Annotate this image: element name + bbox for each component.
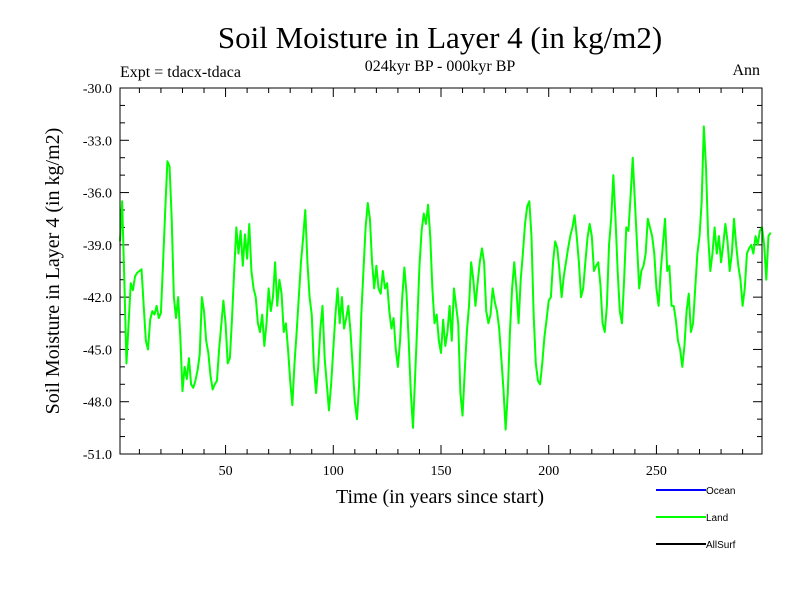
legend-label-allsurf: AllSurf	[706, 540, 736, 551]
x-tick-label: 50	[219, 464, 233, 479]
y-tick-label: -33.0	[83, 134, 112, 149]
y-tick-label: -51.0	[83, 448, 112, 463]
season-label: Ann	[732, 62, 760, 79]
x-tick-label: 150	[431, 464, 452, 479]
x-tick-label: 100	[323, 464, 344, 479]
y-tick-label: -39.0	[83, 239, 112, 254]
x-axis: 50 100 150 200 250	[138, 88, 744, 479]
x-tick-label: 200	[538, 464, 559, 479]
experiment-label: Expt = tdacx-tdaca	[120, 64, 241, 81]
y-axis-label: Soil Moisture in Layer 4 (in kg/m2)	[42, 128, 64, 415]
chart-subtitle: 024kyr BP - 000kyr BP	[365, 58, 516, 75]
legend-label-ocean: Ocean	[706, 486, 735, 497]
y-tick-label: -45.0	[83, 343, 112, 358]
y-tick-label: -30.0	[83, 82, 112, 97]
y-tick-label: -42.0	[83, 291, 112, 306]
x-tick-label: 250	[646, 464, 667, 479]
legend-label-land: Land	[706, 513, 728, 524]
y-tick-label: -48.0	[83, 396, 112, 411]
plot-frame	[119, 87, 763, 455]
y-tick-label: -36.0	[83, 187, 112, 202]
x-axis-label: Time (in years since start)	[336, 486, 544, 508]
series-line-land	[119, 125, 772, 431]
legend: Ocean Land AllSurf	[656, 486, 736, 551]
chart-title: Soil Moisture in Layer 4 (in kg/m2)	[218, 20, 662, 55]
y-axis: -51.0 -48.0 -45.0 -42.0 -39.0 -36.0 -33.0 -30.0	[83, 82, 762, 463]
